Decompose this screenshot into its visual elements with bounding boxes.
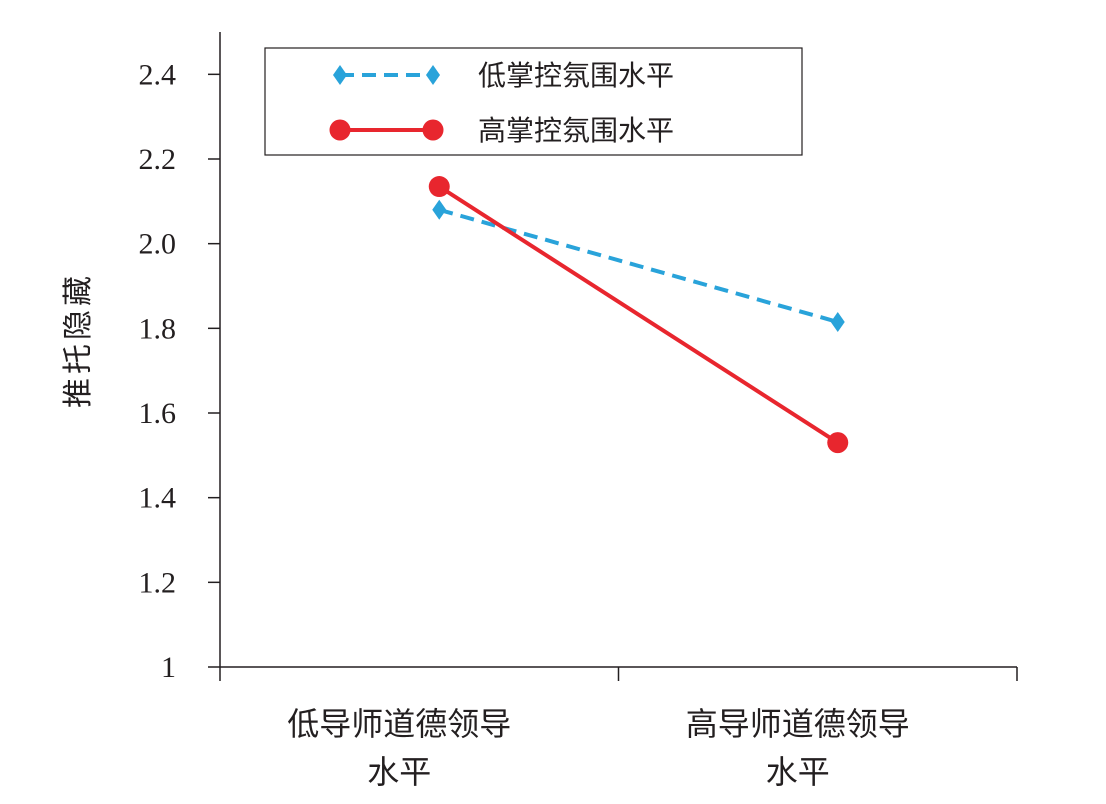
- data-point: [827, 432, 849, 454]
- y-tick-label: 1.4: [139, 482, 177, 515]
- y-tick-label: 1.8: [139, 312, 177, 345]
- x-category-label: 高导师道德领导: [686, 705, 910, 743]
- y-tick-label: 1.6: [139, 397, 177, 430]
- legend-marker: [333, 65, 347, 85]
- x-category-label: 水平: [766, 753, 830, 791]
- series-2: [428, 176, 849, 454]
- data-point: [432, 199, 447, 220]
- legend-marker: [426, 65, 440, 85]
- series-layer: [428, 176, 849, 454]
- data-point: [428, 176, 450, 198]
- y-axis-title: 推托隐藏: [61, 272, 96, 408]
- y-tick-label: 2.0: [139, 228, 177, 261]
- legend-marker: [422, 119, 444, 141]
- x-category-label: 水平: [367, 753, 431, 791]
- legend-box: [264, 47, 803, 156]
- x-category-label: 低导师道德领导: [287, 705, 511, 743]
- y-ticks: 1 1.2 1.4 1.6 1.8 2.0 2.2 2.4: [139, 58, 220, 684]
- y-tick-label: 1: [161, 651, 176, 684]
- series-line: [438, 184, 839, 445]
- legend-marker: [329, 119, 351, 141]
- y-tick-label: 1.2: [139, 566, 177, 599]
- y-tick-label: 2.4: [139, 58, 177, 91]
- y-tick-label: 2.2: [139, 143, 177, 176]
- legend-label: 高掌控氛围水平: [478, 114, 674, 147]
- data-point: [830, 311, 845, 332]
- legend-label: 低掌控氛围水平: [478, 59, 674, 92]
